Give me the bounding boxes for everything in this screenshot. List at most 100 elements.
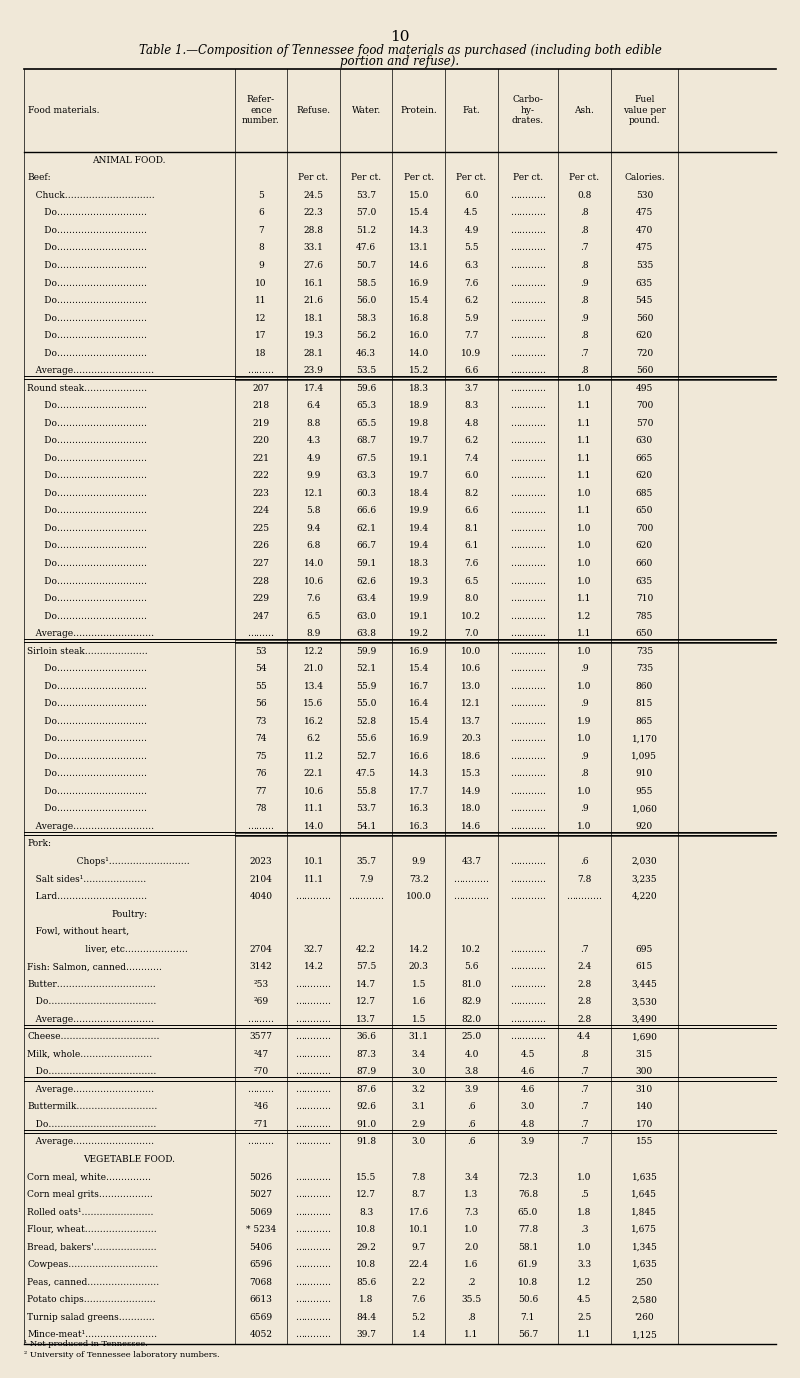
Text: 78: 78 [255,805,266,813]
Text: 1.0: 1.0 [577,646,591,656]
Text: 1,345: 1,345 [631,1243,658,1251]
Text: 7: 7 [258,226,264,236]
Text: 221: 221 [252,453,270,463]
Text: 85.6: 85.6 [356,1277,376,1287]
Text: …………: ………… [510,962,546,971]
Text: 1.8: 1.8 [577,1207,591,1217]
Text: Do…………………………: Do………………………… [27,699,147,708]
Text: …………: ………… [295,1330,331,1339]
Text: 1.0: 1.0 [577,559,591,568]
Text: 19.1: 19.1 [409,453,429,463]
Text: 55.9: 55.9 [356,682,376,690]
Text: 19.3: 19.3 [409,576,429,586]
Text: Do…………………………: Do………………………… [27,734,147,743]
Text: Fuel
value per
pound.: Fuel value per pound. [623,95,666,125]
Text: 535: 535 [636,260,653,270]
Text: 3.2: 3.2 [412,1084,426,1094]
Text: 2023: 2023 [250,857,272,865]
Text: …………: ………… [295,1120,331,1129]
Text: Flour, wheat……………………: Flour, wheat…………………… [27,1225,157,1235]
Text: * 5234: * 5234 [246,1225,276,1235]
Text: 5026: 5026 [250,1173,272,1181]
Text: …………: ………… [510,208,546,218]
Text: Corn meal, white……………: Corn meal, white…………… [27,1173,151,1181]
Text: 7.7: 7.7 [464,331,478,340]
Text: 10.0: 10.0 [462,646,482,656]
Text: 1.1: 1.1 [464,1330,478,1339]
Text: 3,235: 3,235 [631,875,658,883]
Text: 55.0: 55.0 [356,699,376,708]
Text: Rolled oats¹……………………: Rolled oats¹…………………… [27,1207,154,1217]
Text: 630: 630 [636,437,653,445]
Text: 1,635: 1,635 [631,1173,658,1181]
Text: 10.8: 10.8 [518,1277,538,1287]
Text: 1.1: 1.1 [577,437,591,445]
Text: Per ct.: Per ct. [298,174,329,182]
Text: 815: 815 [636,699,653,708]
Text: …………: ………… [510,857,546,865]
Text: 46.3: 46.3 [356,349,376,358]
Text: 50.6: 50.6 [518,1295,538,1304]
Text: 56.2: 56.2 [356,331,376,340]
Text: 12.1: 12.1 [462,699,482,708]
Text: 620: 620 [636,331,653,340]
Text: 81.0: 81.0 [462,980,482,988]
Text: 1,170: 1,170 [631,734,658,743]
Text: …………: ………… [295,980,331,988]
Text: 14.2: 14.2 [409,945,429,954]
Text: 207: 207 [252,383,270,393]
Text: Chuck…………………………: Chuck………………………… [27,192,155,200]
Text: 3142: 3142 [250,962,272,971]
Text: 15.2: 15.2 [409,367,429,375]
Text: …………: ………… [510,226,546,236]
Text: 68.7: 68.7 [356,437,376,445]
Text: 3.4: 3.4 [464,1173,478,1181]
Text: .7: .7 [580,1102,589,1112]
Text: 310: 310 [636,1084,653,1094]
Text: VEGETABLE FOOD.: VEGETABLE FOOD. [83,1155,175,1164]
Text: 4.9: 4.9 [464,226,478,236]
Text: .7: .7 [580,1120,589,1129]
Text: 19.1: 19.1 [409,612,429,620]
Text: 76: 76 [255,769,266,779]
Text: 720: 720 [636,349,653,358]
Text: 1.1: 1.1 [577,401,591,411]
Text: Do…………………………: Do………………………… [27,576,147,586]
Text: 7.8: 7.8 [577,875,591,883]
Text: 225: 225 [252,524,270,533]
Text: …………: ………… [510,453,546,463]
Text: …………: ………… [295,1207,331,1217]
Text: 8.7: 8.7 [412,1191,426,1199]
Text: .6: .6 [467,1102,476,1112]
Text: …………: ………… [295,1259,331,1269]
Text: 1,095: 1,095 [631,752,658,761]
Text: 15.4: 15.4 [409,664,429,674]
Text: .8: .8 [580,367,589,375]
Text: 63.3: 63.3 [356,471,376,481]
Text: …………: ………… [510,367,546,375]
Text: 620: 620 [636,542,653,550]
Text: ………: ……… [247,821,274,831]
Text: Sirloin steak…………………: Sirloin steak………………… [27,646,148,656]
Text: 1.0: 1.0 [577,576,591,586]
Text: 4,220: 4,220 [631,892,658,901]
Text: 7.6: 7.6 [464,278,478,288]
Text: .9: .9 [580,314,589,322]
Text: 219: 219 [252,419,270,427]
Text: Chops¹………………………: Chops¹……………………… [69,857,190,865]
Text: 5.8: 5.8 [306,507,321,515]
Text: 19.9: 19.9 [409,507,429,515]
Text: .2: .2 [467,1277,476,1287]
Text: Do………………………………: Do……………………………… [27,998,157,1006]
Text: 18.4: 18.4 [409,489,429,497]
Text: 1.8: 1.8 [359,1295,374,1304]
Text: …………: ………… [510,752,546,761]
Text: …………: ………… [510,401,546,411]
Text: .7: .7 [580,945,589,954]
Text: 14.3: 14.3 [409,226,429,236]
Text: 3.4: 3.4 [412,1050,426,1058]
Text: 2.8: 2.8 [577,1014,591,1024]
Text: 16.9: 16.9 [409,734,429,743]
Text: Cheese……………………………: Cheese…………………………… [27,1032,160,1042]
Text: …………: ………… [510,875,546,883]
